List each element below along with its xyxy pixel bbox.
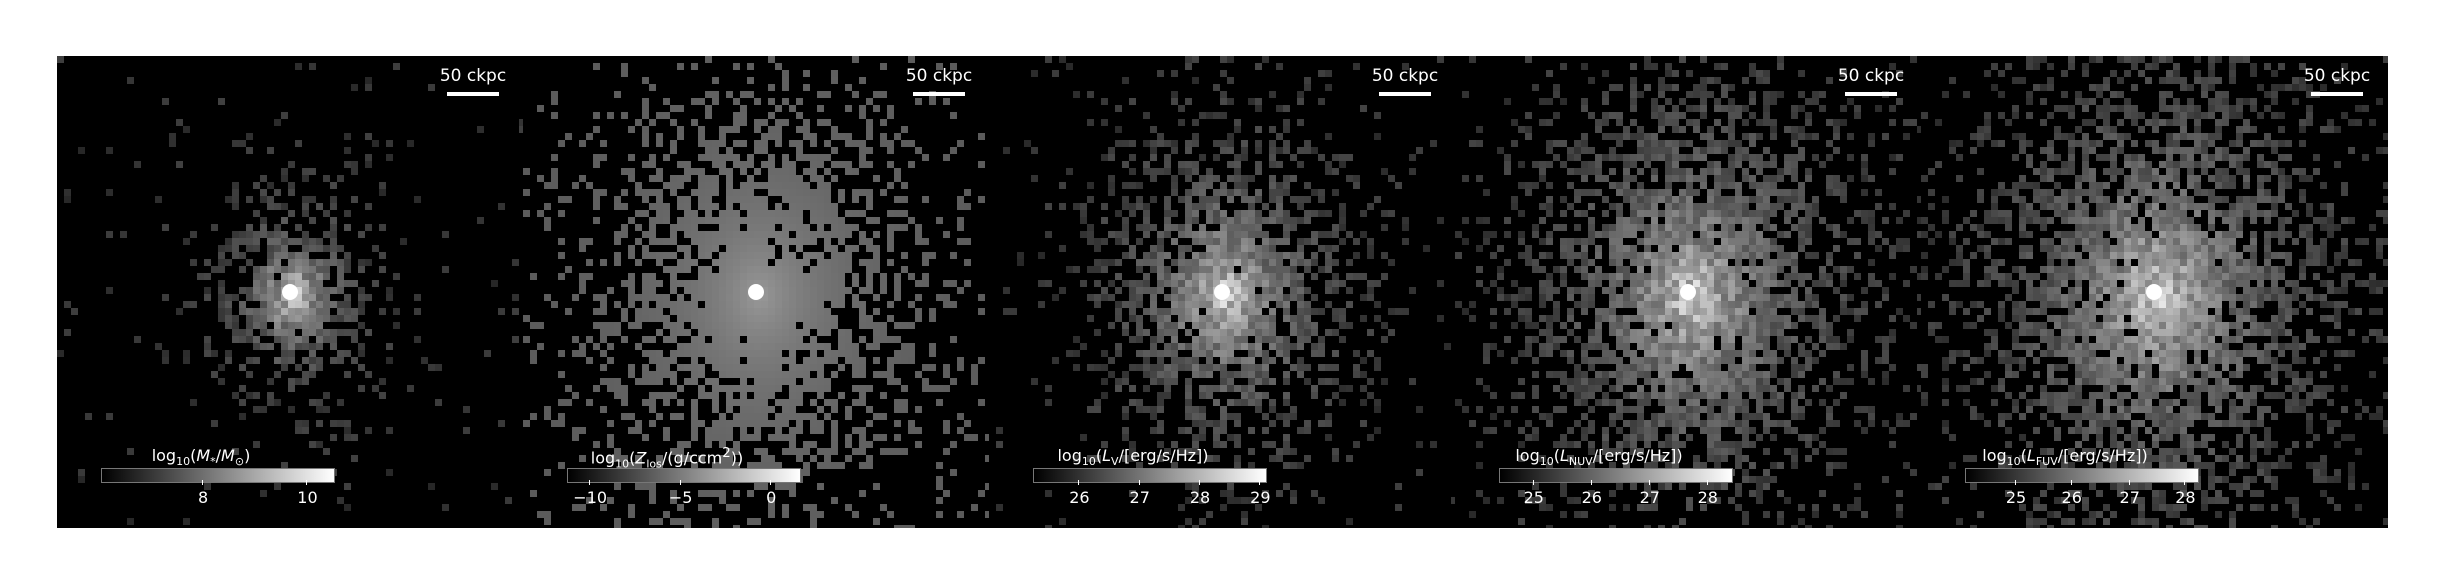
- scale-bar: 50 ckpc: [904, 66, 974, 96]
- colorbar-tick-label: 25: [2005, 488, 2027, 507]
- colorbar: [1965, 468, 2199, 483]
- colorbar-tick: −10: [560, 480, 620, 507]
- colorbar-tick-label: 26: [1069, 488, 1090, 507]
- colorbar-tick-label: 25: [1523, 488, 1544, 507]
- colorbar-tick: 27: [1110, 480, 1170, 507]
- colorbar-tick-label: −10: [573, 488, 608, 507]
- image-panel-1: 50 ckpc log10(M*/M⊙) 8 10: [57, 56, 524, 528]
- colorbar-tick: 29: [1230, 480, 1290, 507]
- image-panel-5: 50 ckpc log10(LFUV/[erg/s/Hz]) 25 26 27 28: [1921, 56, 2388, 528]
- colorbar-tick-label: 27: [1639, 488, 1660, 507]
- colorbar-tick: 28: [1170, 480, 1230, 507]
- colorbar-label: log10(LNUV/[erg/s/Hz]): [1515, 446, 1683, 469]
- scale-bar: 50 ckpc: [438, 66, 508, 96]
- image-panel-2: 50 ckpc log10(Zlos/(g/ccm2)) −10 −5 0: [523, 56, 990, 528]
- colorbar: [101, 468, 335, 483]
- colorbar-tick-label: 10: [297, 488, 318, 507]
- colorbar-tick: 25: [1504, 480, 1564, 507]
- scale-bar-line: [2311, 92, 2363, 96]
- scale-bar-label: 50 ckpc: [1371, 66, 1439, 86]
- colorbar-tick: −5: [651, 480, 711, 507]
- scale-bar-label: 50 ckpc: [905, 66, 973, 86]
- colorbar-tick-label: 27: [2119, 488, 2140, 507]
- colorbar-label: log10(M*/M⊙): [151, 446, 251, 469]
- scale-bar-line: [447, 92, 499, 96]
- galaxy-map: [1921, 56, 2388, 528]
- colorbar-tick-label: 26: [1581, 488, 1602, 507]
- scale-bar-line: [1379, 92, 1431, 96]
- colorbar-label: log10(LFUV/[erg/s/Hz]): [1982, 446, 2148, 469]
- colorbar-tick: 0: [741, 480, 801, 507]
- colorbar: [1033, 468, 1267, 483]
- colorbar-tick: 10: [277, 480, 337, 507]
- galaxy-map: [523, 56, 990, 528]
- colorbar: [567, 468, 801, 483]
- scale-bar-label: 50 ckpc: [1837, 66, 1905, 86]
- colorbar-tick-label: −5: [668, 488, 693, 507]
- scale-bar-label: 50 ckpc: [2303, 66, 2371, 86]
- colorbar-tick: 26: [2042, 480, 2102, 507]
- image-panel-4: 50 ckpc log10(LNUV/[erg/s/Hz]) 25 26 27 28: [1455, 56, 1922, 528]
- scale-bar: 50 ckpc: [2302, 66, 2372, 96]
- colorbar-tick-label: 27: [1129, 488, 1150, 507]
- colorbar-tick-label: 29: [1250, 488, 1271, 507]
- scale-bar-line: [1845, 92, 1897, 96]
- colorbar-tick: 26: [1562, 480, 1622, 507]
- image-panel-3: 50 ckpc log10(LV/[erg/s/Hz]) 26 27 28 29: [989, 56, 1456, 528]
- colorbar-tick: 27: [2100, 480, 2160, 507]
- colorbar-tick-label: 0: [766, 488, 777, 507]
- colorbar-tick-label: 28: [1697, 488, 1718, 507]
- colorbar-tick-label: 26: [2061, 488, 2082, 507]
- colorbar-tick: 28: [1678, 480, 1738, 507]
- scale-bar: 50 ckpc: [1370, 66, 1440, 96]
- scale-bar-line: [913, 92, 965, 96]
- colorbar-label: log10(Zlos/(g/ccm2)): [590, 446, 744, 471]
- colorbar-tick: 28: [2155, 480, 2215, 507]
- colorbar-tick: 26: [1049, 480, 1109, 507]
- colorbar: [1499, 468, 1733, 483]
- colorbar-tick: 27: [1620, 480, 1680, 507]
- galaxy-map: [57, 56, 524, 525]
- scale-bar: 50 ckpc: [1836, 66, 1906, 96]
- colorbar-tick-label: 8: [197, 488, 209, 507]
- colorbar-tick-label: 28: [2175, 488, 2196, 507]
- colorbar-tick: 8: [173, 480, 233, 507]
- galaxy-map: [996, 56, 1456, 528]
- scale-bar-label: 50 ckpc: [439, 66, 507, 86]
- colorbar-label: log10(LV/[erg/s/Hz]): [1057, 446, 1209, 469]
- colorbar-tick: 25: [1986, 480, 2046, 507]
- galaxy-map: [1455, 56, 1922, 528]
- colorbar-tick-label: 28: [1189, 488, 1211, 507]
